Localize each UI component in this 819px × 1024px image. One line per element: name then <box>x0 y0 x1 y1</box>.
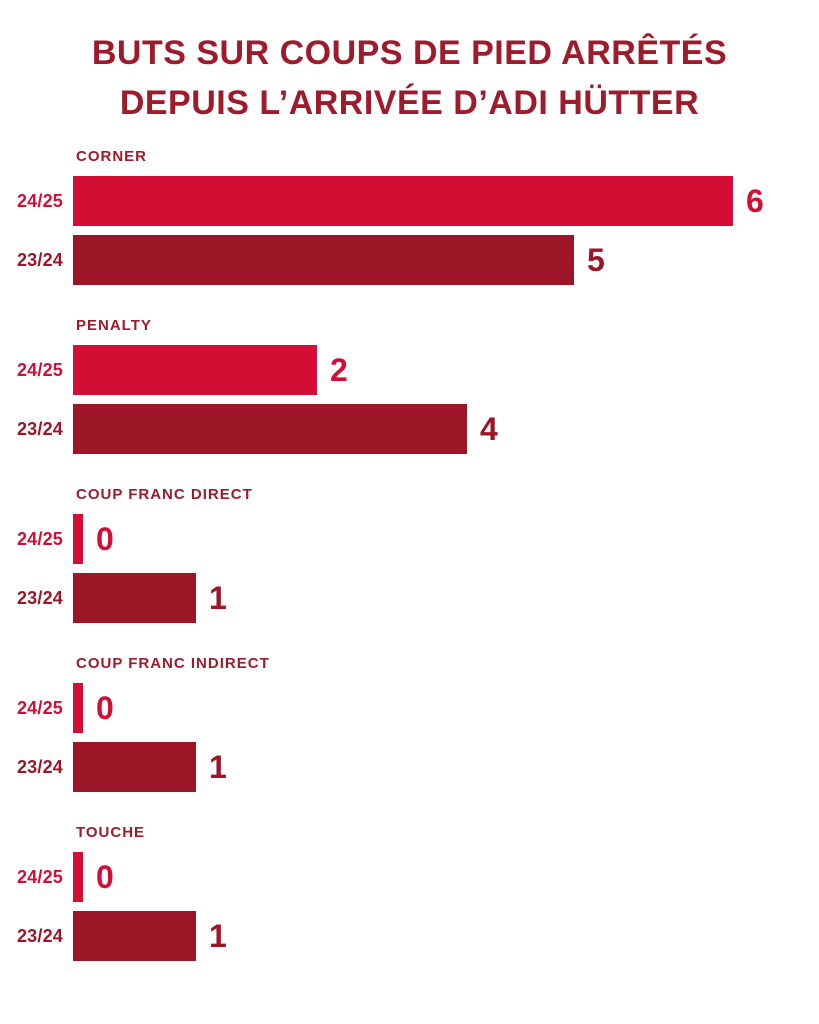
bar <box>73 911 196 961</box>
value-label: 0 <box>96 521 114 557</box>
section-coup-franc-indirect: COUP FRANC INDIRECT 24/25 0 23/24 1 <box>0 655 819 792</box>
section-corner: CORNER 24/25 6 23/24 5 <box>0 148 819 285</box>
chart-title-line2: DEPUIS L’ARRIVÉE D’ADI HÜTTER <box>119 84 700 122</box>
bar <box>73 573 196 623</box>
section-label: COUP FRANC DIRECT <box>76 486 253 503</box>
chart-title-line1: BUTS SUR COUPS DE PIED ARRÊTÉS <box>91 34 728 72</box>
value-label: 2 <box>330 352 348 388</box>
value-label: 0 <box>96 859 114 895</box>
value-label: 1 <box>209 580 227 616</box>
bar-row: 23/24 5 <box>0 235 819 285</box>
section-label: PENALTY <box>76 317 152 334</box>
bar <box>73 514 83 564</box>
season-label-24-25: 24/25 <box>16 697 63 718</box>
bar-row: 24/25 2 <box>0 345 819 395</box>
season-label-23-24: 23/24 <box>16 925 63 946</box>
value-label: 0 <box>96 690 114 726</box>
bar <box>73 742 196 792</box>
bar-chart: CORNER 24/25 6 23/24 5 PENALTY 24/25 2 2… <box>0 148 819 961</box>
chart-title: BUTS SUR COUPS DE PIED ARRÊTÉS DEPUIS L’… <box>0 0 819 128</box>
bar <box>73 852 83 902</box>
season-label-24-25: 24/25 <box>16 190 63 211</box>
bar-row: 24/25 0 <box>0 683 819 733</box>
season-label-24-25: 24/25 <box>16 866 63 887</box>
section-coup-franc-direct: COUP FRANC DIRECT 24/25 0 23/24 1 <box>0 486 819 623</box>
season-label-23-24: 23/24 <box>16 756 63 777</box>
bar <box>73 235 574 285</box>
bar-row: 23/24 1 <box>0 911 819 961</box>
section-penalty: PENALTY 24/25 2 23/24 4 <box>0 317 819 454</box>
section-label: COUP FRANC INDIRECT <box>76 655 270 672</box>
value-label: 1 <box>209 749 227 785</box>
season-label-23-24: 23/24 <box>16 587 63 608</box>
season-label-24-25: 24/25 <box>16 528 63 549</box>
bar-row: 23/24 1 <box>0 742 819 792</box>
value-label: 1 <box>209 918 227 954</box>
bar <box>73 176 733 226</box>
bar-row: 24/25 0 <box>0 852 819 902</box>
bar-row: 23/24 4 <box>0 404 819 454</box>
section-label: CORNER <box>76 148 148 165</box>
bar <box>73 404 467 454</box>
bar <box>73 683 83 733</box>
bar <box>73 345 317 395</box>
value-label: 4 <box>480 411 498 447</box>
season-label-23-24: 23/24 <box>16 418 63 439</box>
bar-row: 24/25 6 <box>0 176 819 226</box>
season-label-24-25: 24/25 <box>16 359 63 380</box>
value-label: 5 <box>587 242 605 278</box>
value-label: 6 <box>746 183 764 219</box>
section-label: TOUCHE <box>76 824 146 841</box>
section-touche: TOUCHE 24/25 0 23/24 1 <box>0 824 819 961</box>
bar-row: 23/24 1 <box>0 573 819 623</box>
bar-row: 24/25 0 <box>0 514 819 564</box>
season-label-23-24: 23/24 <box>16 249 63 270</box>
